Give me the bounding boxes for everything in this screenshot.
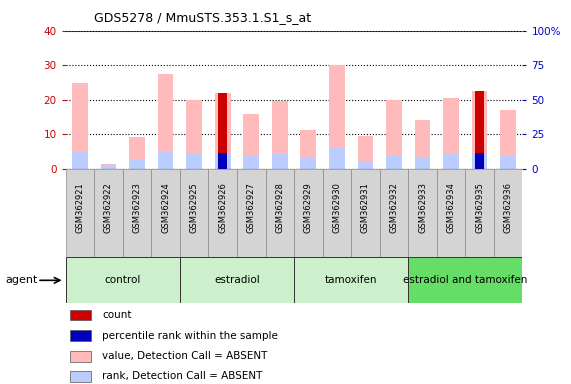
Text: GSM362934: GSM362934 — [447, 182, 456, 233]
FancyBboxPatch shape — [70, 330, 91, 341]
Bar — [494, 169, 522, 257]
Text: agent: agent — [6, 275, 38, 285]
Text: GSM362932: GSM362932 — [389, 182, 399, 233]
Bar — [100, 164, 116, 169]
Bar — [329, 148, 345, 169]
Bar — [500, 156, 516, 169]
Bar — [66, 169, 94, 257]
Bar — [294, 169, 323, 257]
Bar — [323, 169, 351, 257]
Bar — [186, 100, 202, 169]
Bar — [218, 153, 227, 169]
Text: rank, Detection Call = ABSENT: rank, Detection Call = ABSENT — [102, 371, 263, 381]
Text: GSM362929: GSM362929 — [304, 182, 313, 233]
Text: estradiol and tamoxifen: estradiol and tamoxifen — [403, 275, 528, 285]
Bar — [100, 166, 116, 169]
Bar — [443, 154, 459, 169]
Bar — [472, 91, 488, 169]
Text: GSM362921: GSM362921 — [75, 182, 85, 233]
Bar — [357, 136, 373, 169]
Bar — [151, 169, 180, 257]
Bar — [500, 109, 516, 169]
Bar — [408, 257, 522, 303]
Bar — [186, 154, 202, 169]
Bar — [123, 169, 151, 257]
Text: GSM362926: GSM362926 — [218, 182, 227, 233]
Bar — [158, 152, 174, 169]
Text: GSM362935: GSM362935 — [475, 182, 484, 233]
Bar — [72, 152, 88, 169]
Bar — [380, 169, 408, 257]
Text: GSM362922: GSM362922 — [104, 182, 113, 233]
Bar — [72, 83, 88, 169]
FancyBboxPatch shape — [70, 351, 91, 362]
Bar — [94, 169, 123, 257]
Bar — [386, 155, 402, 169]
Bar — [180, 257, 294, 303]
Bar — [472, 153, 488, 169]
Bar — [215, 93, 231, 169]
Bar — [357, 161, 373, 169]
Bar — [386, 100, 402, 169]
Text: tamoxifen: tamoxifen — [325, 275, 377, 285]
Text: value, Detection Call = ABSENT: value, Detection Call = ABSENT — [102, 351, 268, 361]
Bar — [465, 169, 494, 257]
Text: GSM362923: GSM362923 — [132, 182, 142, 233]
Text: GSM362933: GSM362933 — [418, 182, 427, 233]
Bar — [415, 157, 431, 169]
Bar — [300, 158, 316, 169]
Bar — [329, 65, 345, 169]
Bar — [300, 130, 316, 169]
Bar — [437, 169, 465, 257]
Text: count: count — [102, 310, 132, 320]
Bar — [443, 98, 459, 169]
Bar — [243, 114, 259, 169]
Bar — [294, 257, 408, 303]
Bar — [237, 169, 266, 257]
Bar — [218, 93, 227, 169]
Bar — [415, 119, 431, 169]
Bar — [208, 169, 237, 257]
Bar — [408, 169, 437, 257]
Text: estradiol: estradiol — [214, 275, 260, 285]
Text: GSM362936: GSM362936 — [504, 182, 513, 233]
Bar — [180, 169, 208, 257]
Bar — [266, 169, 294, 257]
Text: GSM362927: GSM362927 — [247, 182, 256, 233]
Bar — [129, 160, 145, 169]
Bar — [475, 153, 484, 169]
Bar — [272, 101, 288, 169]
Text: GSM362930: GSM362930 — [332, 182, 341, 233]
Text: GSM362925: GSM362925 — [190, 182, 199, 233]
Text: GSM362931: GSM362931 — [361, 182, 370, 233]
Text: GDS5278 / MmuSTS.353.1.S1_s_at: GDS5278 / MmuSTS.353.1.S1_s_at — [94, 12, 311, 25]
Bar — [215, 153, 231, 169]
Bar — [158, 74, 174, 169]
FancyBboxPatch shape — [70, 371, 91, 382]
Bar — [66, 257, 180, 303]
Text: percentile rank within the sample: percentile rank within the sample — [102, 331, 278, 341]
Text: control: control — [104, 275, 141, 285]
Bar — [475, 91, 484, 169]
FancyBboxPatch shape — [70, 310, 91, 320]
Text: GSM362924: GSM362924 — [161, 182, 170, 233]
Bar — [129, 137, 145, 169]
Bar — [351, 169, 380, 257]
Bar — [243, 156, 259, 169]
Text: GSM362928: GSM362928 — [275, 182, 284, 233]
Bar — [272, 154, 288, 169]
